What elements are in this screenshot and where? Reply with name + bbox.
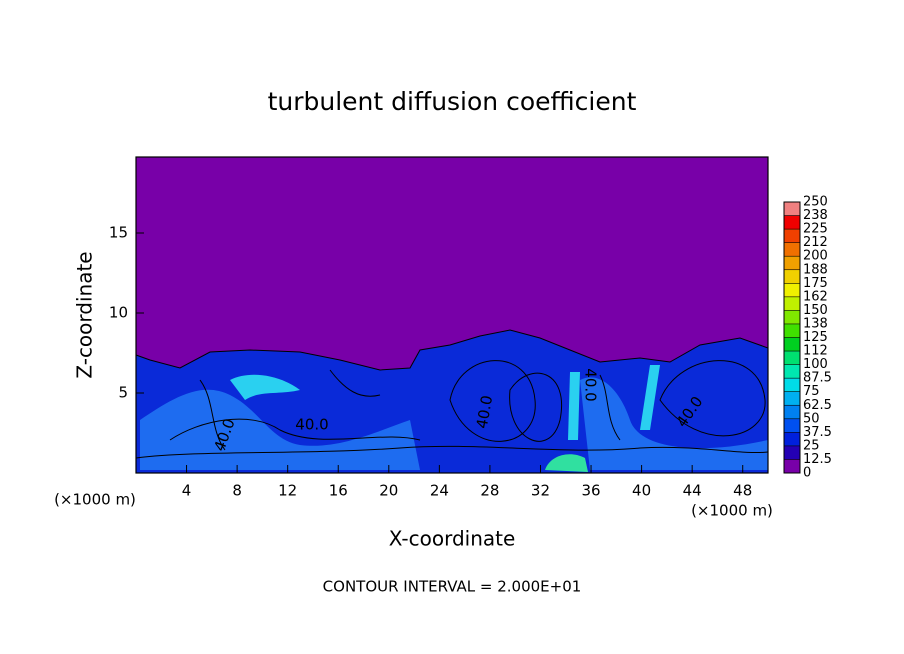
colorbar-bin — [784, 323, 800, 338]
field-blob — [580, 377, 768, 470]
colorbar-bin — [784, 418, 800, 433]
x-tick-label: 12 — [278, 482, 297, 500]
field-streak — [545, 454, 588, 472]
colorbar-bin — [784, 445, 800, 460]
colorbar-bin — [784, 229, 800, 243]
colorbar-tick-label: 200 — [803, 249, 828, 264]
plot-frame — [135, 156, 769, 474]
colorbar-tick-label: 250 — [803, 195, 828, 210]
colorbar-bin — [784, 364, 800, 379]
y-tick-label: 10 — [109, 304, 128, 322]
x-tick-label: 48 — [733, 482, 752, 500]
colorbar-tick-label: 238 — [803, 208, 828, 223]
x-axis-label: X-coordinate — [389, 527, 516, 551]
colorbar-bin — [784, 296, 800, 311]
colorbar-bin — [784, 405, 800, 419]
colorbar-tick-label: 150 — [803, 303, 828, 318]
colorbar-tick-label: 188 — [803, 262, 828, 277]
x-unit: (×1000 m) — [691, 502, 773, 520]
colorbar-tick-label: 112 — [803, 344, 828, 359]
colorbar-tick-label: 162 — [803, 289, 828, 304]
colorbar-tick-label: 138 — [803, 316, 828, 331]
x-tick-label: 28 — [480, 482, 499, 500]
colorbar-bin — [784, 391, 800, 406]
y-tick-label: 15 — [109, 224, 128, 242]
colorbar-tick-label: 0 — [803, 466, 811, 481]
chart-title: turbulent diffusion coefficient — [268, 87, 637, 116]
colorbar-tick-label: 12.5 — [803, 452, 832, 467]
colorbar-tick-label: 50 — [803, 411, 820, 426]
colorbar-bin — [784, 283, 800, 297]
y-axis-label: Z-coordinate — [73, 251, 97, 378]
x-tick-label: 4 — [182, 482, 192, 500]
colorbar-bin — [784, 459, 800, 473]
x-tick-label: 44 — [683, 482, 702, 500]
field-streak — [640, 365, 660, 430]
x-tick-label: 8 — [232, 482, 242, 500]
colorbar-bin — [784, 432, 800, 446]
colorbar-tick-label: 125 — [803, 330, 828, 345]
x-tick-label: 24 — [430, 482, 449, 500]
y-tick-label: 5 — [118, 384, 128, 402]
colorbar-bin — [784, 351, 800, 365]
colorbar-tick-label: 225 — [803, 222, 828, 237]
colorbar-tick-label: 100 — [803, 357, 828, 372]
contour-lines — [135, 360, 769, 459]
colorbar-bin — [784, 242, 800, 257]
contour-note: CONTOUR INTERVAL = 2.000E+01 — [323, 578, 582, 596]
colorbar-tick-label: 87.5 — [803, 371, 832, 386]
colorbar-tick-label: 62.5 — [803, 398, 832, 413]
field-streak — [230, 374, 300, 400]
colorbar-bin — [784, 256, 800, 270]
x-tick-label: 40 — [632, 482, 651, 500]
colorbar-tick-label: 212 — [803, 235, 828, 250]
field-blob — [140, 389, 420, 470]
x-tick-label: 16 — [329, 482, 348, 500]
y-unit: (×1000 m) — [54, 491, 136, 509]
contour-label: 40.0 — [295, 416, 328, 434]
x-tick-label: 32 — [531, 482, 550, 500]
colorbar-bin — [784, 337, 800, 352]
contour-label: 40.0 — [582, 368, 600, 401]
x-tick-label: 36 — [581, 482, 600, 500]
colorbar-bin — [784, 202, 800, 216]
colorbar-bin — [784, 378, 800, 392]
contour-label: 40.0 — [473, 394, 497, 430]
colorbar-bin — [784, 215, 800, 230]
colorbar-tick-label: 175 — [803, 276, 828, 291]
colorbar-tick-label: 25 — [803, 438, 820, 453]
colorbar-bin — [784, 269, 800, 284]
colorbar-bin — [784, 310, 800, 324]
field-streak — [568, 372, 580, 440]
x-tick-label: 20 — [379, 482, 398, 500]
field — [135, 157, 769, 474]
colorbar-tick-label: 37.5 — [803, 425, 832, 440]
colorbar-tick-label: 75 — [803, 384, 820, 399]
